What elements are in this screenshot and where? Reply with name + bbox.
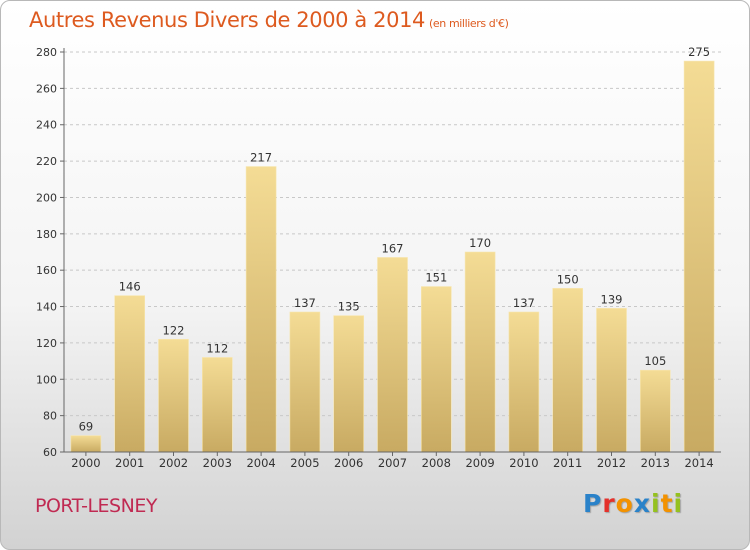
bar-value-label: 167 xyxy=(382,241,404,255)
bar xyxy=(420,286,452,453)
brand-logo-letter: t xyxy=(660,489,674,518)
axis-layer: 60 80 100 120 140 160 180 200 220 240 260 280 2000 20… xyxy=(36,46,721,470)
x-tick-label: 2004 xyxy=(246,456,275,470)
x-tick-label: 2006 xyxy=(334,456,363,470)
bar xyxy=(333,315,365,453)
y-tick-label: 260 xyxy=(36,82,57,95)
bar-value-label: 112 xyxy=(206,341,228,355)
bar-value-label: 137 xyxy=(513,296,535,310)
x-tick-label: 2005 xyxy=(290,456,319,470)
x-tick-label: 2000 xyxy=(71,456,100,470)
y-tick-label: 220 xyxy=(36,155,57,168)
brand-logo-letter: x xyxy=(633,489,651,518)
x-tick-label: 2010 xyxy=(509,456,538,470)
y-tick-label: 280 xyxy=(36,46,57,59)
x-tick-label: 2014 xyxy=(684,456,713,470)
bar-value-label: 135 xyxy=(338,300,360,314)
y-tick-label: 140 xyxy=(36,301,57,314)
bar xyxy=(289,311,321,453)
y-tick-label: 240 xyxy=(36,119,57,132)
bar-value-label: 170 xyxy=(469,236,491,250)
brand-logo-letter: o xyxy=(615,489,634,518)
x-tick-label: 2011 xyxy=(553,456,582,470)
bar-layer: 69 146 122 112 217 137 135 167 151 170 137 150 139 10… xyxy=(70,45,715,453)
x-tick-label: 2008 xyxy=(422,456,451,470)
chart-title: Autres Revenus Divers de 2000 à 2014 (en … xyxy=(29,8,509,32)
bar-value-label: 122 xyxy=(163,323,185,337)
brand-logo-letter: i xyxy=(651,489,661,518)
bar-value-label: 146 xyxy=(119,280,141,294)
y-tick-label: 160 xyxy=(36,264,57,277)
bar xyxy=(70,435,102,453)
bar xyxy=(639,369,671,453)
bar-value-label: 217 xyxy=(250,151,272,165)
bar xyxy=(508,311,540,453)
x-tick-label: 2009 xyxy=(465,456,494,470)
bar-value-label: 69 xyxy=(79,420,94,434)
x-tick-label: 2001 xyxy=(115,456,144,470)
y-tick-label: 180 xyxy=(36,228,57,241)
bar-value-label: 151 xyxy=(425,271,447,285)
brand-logo: Proxiti xyxy=(583,489,683,518)
bar xyxy=(552,288,584,453)
bar-value-label: 150 xyxy=(557,272,579,286)
bar-value-label: 105 xyxy=(644,354,666,368)
bar xyxy=(596,308,627,453)
chart-title-text: Autres Revenus Divers de 2000 à 2014 xyxy=(29,8,426,32)
y-tick-label: 120 xyxy=(36,337,57,350)
y-tick-label: 100 xyxy=(36,373,57,386)
x-tick-label: 2013 xyxy=(641,456,670,470)
bar xyxy=(377,257,408,453)
brand-logo-letter: i xyxy=(673,489,684,518)
location-name: PORT-LESNEY xyxy=(35,495,157,517)
y-tick-label: 80 xyxy=(43,410,57,423)
brand-logo-letter: r xyxy=(602,489,616,518)
bar xyxy=(464,251,496,453)
x-tick-label: 2007 xyxy=(378,456,407,470)
bar xyxy=(683,60,715,453)
x-tick-label: 2002 xyxy=(159,456,188,470)
bar-value-label: 139 xyxy=(601,292,623,306)
x-tick-label: 2003 xyxy=(203,456,232,470)
y-tick-label: 60 xyxy=(43,446,57,459)
bar xyxy=(245,166,277,453)
brand-logo-letter: P xyxy=(583,489,603,518)
x-tick-label: 2012 xyxy=(597,456,626,470)
bar xyxy=(114,295,145,453)
bar xyxy=(158,338,189,453)
bar-value-label: 137 xyxy=(294,296,316,310)
bar-value-label: 275 xyxy=(688,45,710,59)
bar xyxy=(202,357,233,453)
y-tick-label: 200 xyxy=(36,191,57,204)
chart-subtitle: (en milliers d'€) xyxy=(429,17,509,30)
